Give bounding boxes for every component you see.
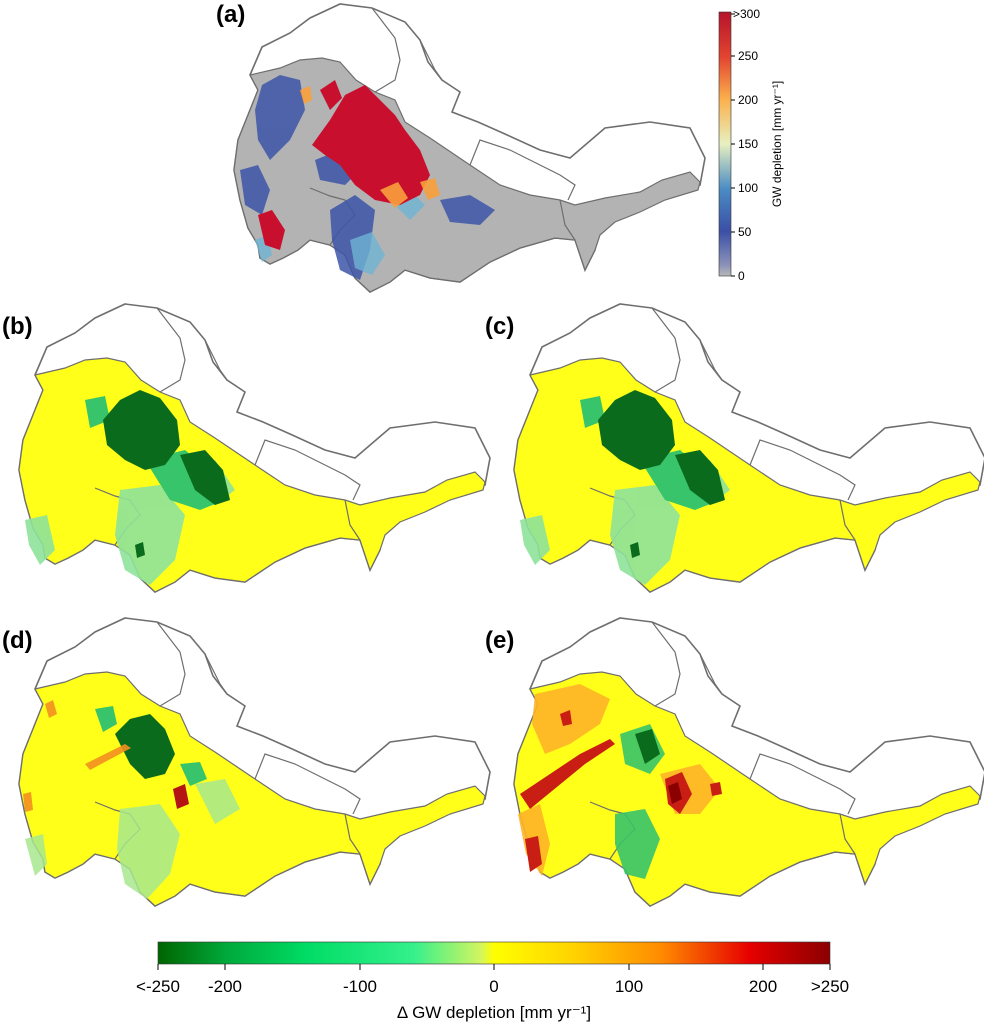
- top-tick-250: 250: [738, 49, 758, 63]
- panel-b-map: [18, 303, 491, 593]
- top-tick-300: >300: [733, 7, 760, 21]
- bottom-tick-min: <-250: [136, 977, 180, 996]
- bottom-tick-neg100: -100: [343, 977, 377, 996]
- bottom-tick-neg200: -200: [208, 977, 242, 996]
- panel-c-map: [513, 303, 984, 593]
- panel-a-high-depletion-areas: [258, 80, 430, 250]
- panel-a-medium-depletion-areas: [300, 86, 440, 208]
- panel-a-label: (a): [216, 1, 245, 28]
- panel-c-label: (c): [485, 313, 514, 340]
- bottom-colorbar: <-250 -200 -100 0 100 200 >250 Δ GW depl…: [136, 941, 849, 1022]
- panel-e-map: [513, 617, 984, 907]
- top-tick-0: 0: [738, 269, 745, 283]
- panel-a-low-depletion-areas: [240, 75, 495, 280]
- panel-b-label: (b): [2, 313, 33, 340]
- bottom-tick-max: >250: [811, 977, 849, 996]
- top-colorbar-title: GW depletion [mm yr⁻¹]: [770, 81, 784, 207]
- top-colorbar-gradient: [718, 11, 732, 277]
- bottom-colorbar-gradient: [157, 941, 831, 965]
- bottom-colorbar-title: Δ GW depletion [mm yr⁻¹]: [397, 1003, 591, 1022]
- top-tick-200: 200: [738, 93, 758, 107]
- panel-d-label: (d): [2, 627, 33, 654]
- bottom-tick-200: 200: [749, 977, 777, 996]
- panel-e-label: (e): [485, 627, 514, 654]
- top-colorbar: 0 50 100 150 200 250 >300 GW depletion […: [718, 7, 784, 283]
- bottom-tick-0: 0: [489, 977, 498, 996]
- bottom-tick-100: 100: [615, 977, 643, 996]
- top-tick-150: 150: [738, 137, 758, 151]
- top-tick-100: 100: [738, 181, 758, 195]
- panel-d-map: [18, 617, 491, 907]
- panel-a-map: [233, 3, 706, 293]
- top-tick-50: 50: [738, 225, 752, 239]
